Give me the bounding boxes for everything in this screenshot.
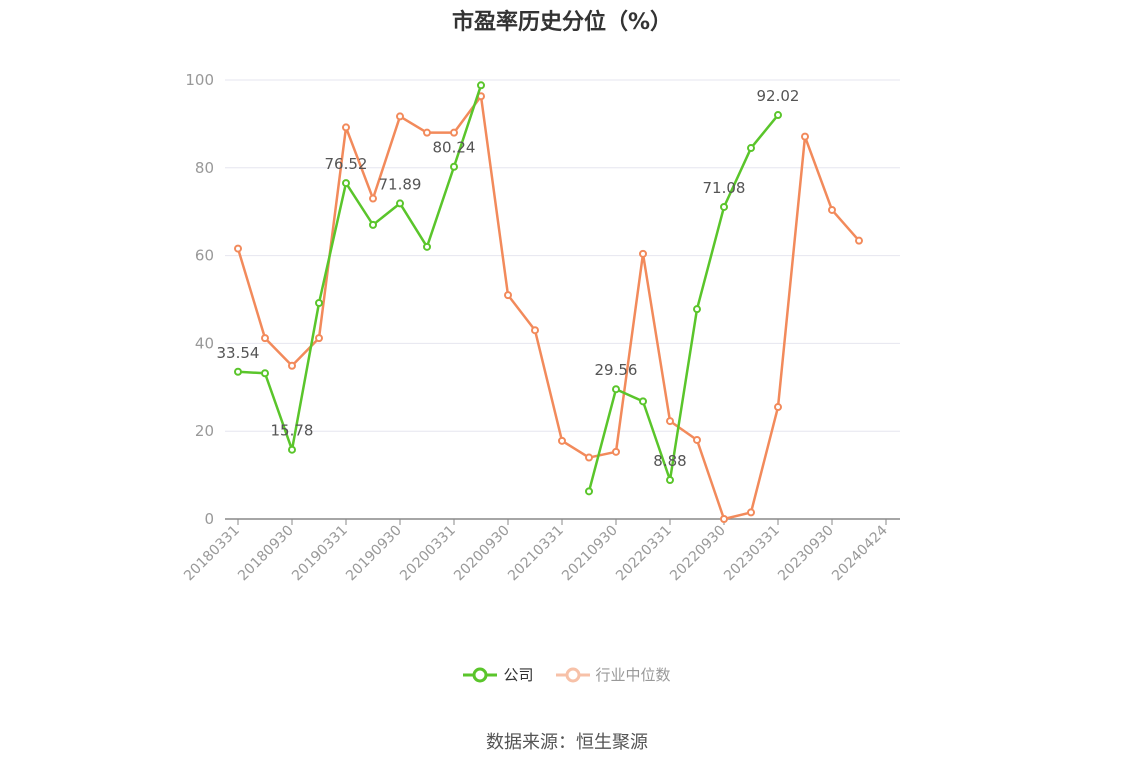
data-point-0-4 (342, 179, 350, 188)
data-point-1-14 (612, 447, 620, 456)
chart-legend: 公司 行业中位数 (0, 664, 1134, 685)
data-point-1-15 (639, 249, 647, 258)
data-point-1-1 (261, 334, 269, 343)
data-point-0-6 (396, 199, 404, 208)
data-point-0-9 (477, 81, 485, 90)
data-label-0-0: 33.54 (217, 344, 260, 362)
data-point-0-18 (720, 202, 728, 211)
data-point-1-18 (720, 515, 728, 523)
data-point-1-2 (288, 361, 296, 370)
x-tick-label-4: 20200331 (397, 523, 459, 585)
data-point-0-7 (423, 242, 431, 251)
legend-swatch-company (463, 667, 498, 682)
data-point-1-7 (423, 128, 431, 137)
data-label-0-14: 29.56 (595, 361, 638, 379)
data-label-0-2: 15.78 (271, 422, 314, 440)
data-point-0-5 (369, 220, 377, 229)
legend-item-industry-median[interactable]: 行业中位数 (555, 664, 671, 685)
data-point-0-2 (288, 445, 296, 454)
x-tick-label-2: 20190331 (289, 523, 351, 585)
series-line-0-seg-0 (237, 84, 483, 451)
legend-item-company[interactable]: 公司 (463, 664, 534, 685)
data-point-1-8 (450, 128, 458, 137)
y-tick-label-2: 40 (195, 334, 214, 352)
data-point-0-17 (693, 305, 701, 314)
data-point-0-15 (639, 397, 647, 406)
data-point-0-19 (747, 144, 755, 153)
data-point-1-11 (531, 326, 539, 335)
y-tick-label-5: 100 (185, 71, 214, 89)
data-point-1-17 (693, 435, 701, 444)
line-chart: 0 20 40 60 80 100 2018033120180930201903312019… (181, 71, 900, 585)
data-point-1-13 (585, 453, 593, 462)
data-label-0-16: 8.88 (653, 452, 686, 470)
x-tick-label-7: 20210930 (559, 523, 621, 585)
chart-title: 市盈率历史分位（%） (451, 10, 673, 35)
data-point-1-22 (828, 205, 836, 214)
x-tick-label-11: 20230930 (775, 523, 837, 585)
x-tick-label-9: 20220930 (667, 523, 729, 585)
legend-label-industry-median: 行业中位数 (595, 666, 671, 684)
x-tick-label-8: 20220331 (613, 523, 675, 585)
data-point-1-10 (504, 291, 512, 300)
data-point-0-1 (261, 369, 269, 378)
data-label-0-18: 71.08 (703, 179, 746, 197)
x-tick-label-12: 20240424 (829, 522, 891, 584)
data-point-1-16 (666, 417, 674, 426)
data-point-0-8 (450, 162, 458, 171)
data-point-1-23 (855, 236, 863, 245)
data-label-0-4: 76.52 (325, 155, 368, 173)
data-point-0-0 (234, 367, 242, 376)
data-point-0-3 (315, 299, 323, 308)
x-tick-label-0: 20180331 (181, 523, 243, 585)
y-tick-label-4: 80 (195, 159, 214, 177)
x-tick-label-6: 20210331 (505, 523, 567, 585)
data-point-1-20 (774, 403, 782, 412)
legend-swatch-industry-median (555, 667, 590, 682)
data-source: 数据来源：恒生聚源 (486, 732, 648, 753)
data-point-1-19 (747, 508, 755, 517)
y-tick-label-3: 60 (195, 247, 214, 265)
y-tick-label-0: 0 (204, 510, 214, 528)
data-point-0-20 (774, 111, 782, 120)
data-point-0-14 (612, 385, 620, 394)
data-point-0-13 (585, 487, 593, 496)
data-point-1-5 (369, 194, 377, 203)
x-tick-label-1: 20180930 (235, 523, 297, 585)
data-point-1-6 (396, 112, 404, 121)
data-point-1-12 (558, 436, 566, 445)
legend-label-company: 公司 (503, 666, 534, 684)
x-tick-label-5: 20200930 (451, 523, 513, 585)
x-tick-label-10: 20230331 (721, 523, 783, 585)
data-point-1-21 (801, 132, 809, 141)
series-line-1-seg-0 (236, 94, 860, 521)
data-label-0-20: 92.02 (757, 87, 800, 105)
data-label-0-8: 80.24 (433, 139, 476, 157)
data-point-1-4 (342, 123, 350, 132)
y-tick-label-1: 20 (195, 422, 214, 440)
data-point-1-0 (234, 244, 242, 253)
x-tick-label-3: 20190930 (343, 523, 405, 585)
data-point-1-3 (315, 334, 323, 343)
series-line-0-seg-1 (587, 114, 779, 492)
data-point-0-16 (666, 476, 674, 485)
data-label-0-6: 71.89 (379, 175, 422, 193)
